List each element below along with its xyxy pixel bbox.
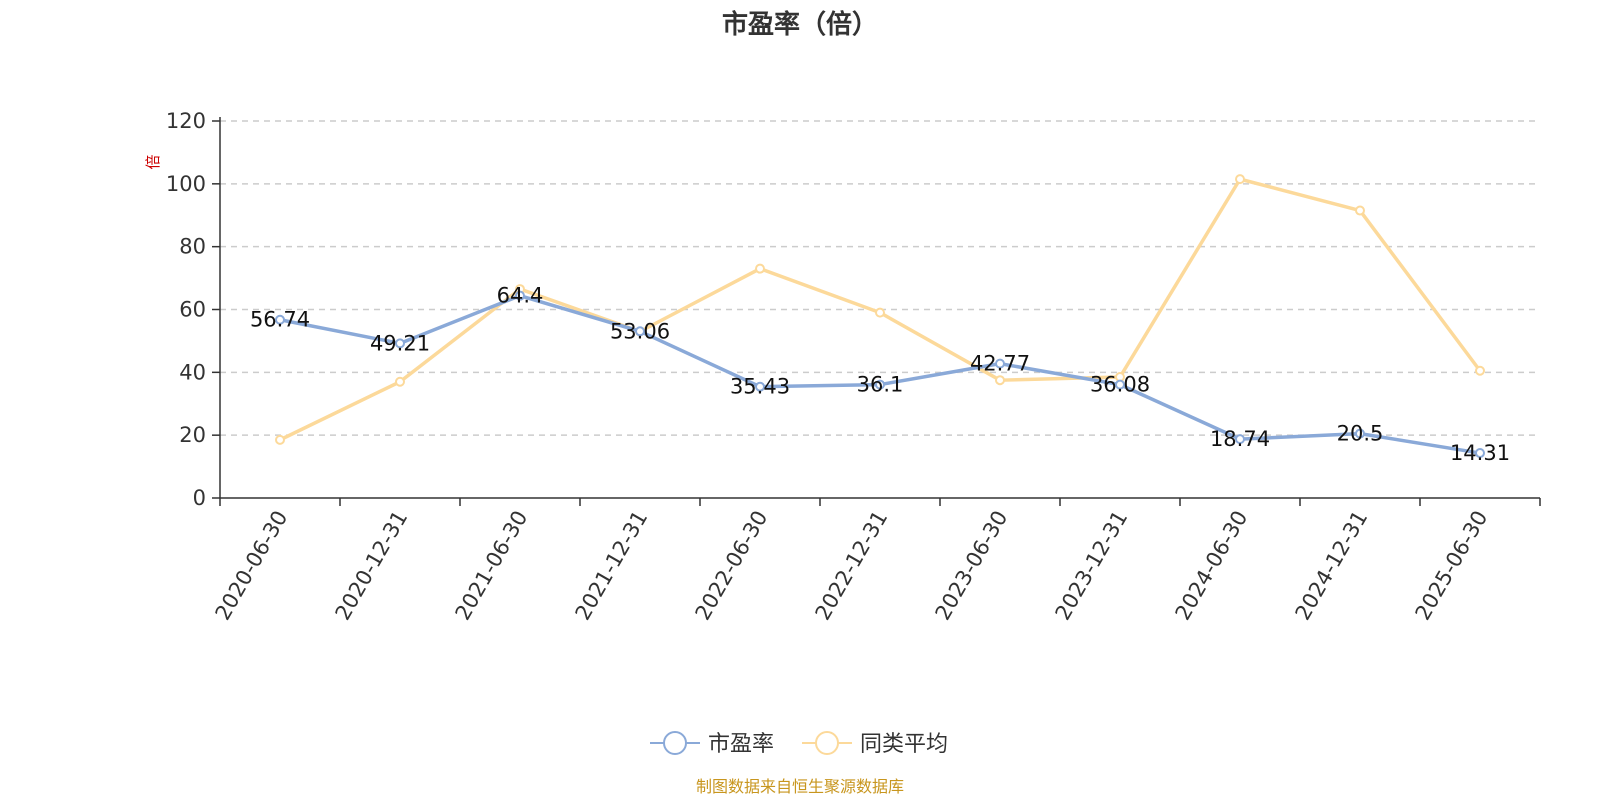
x-tick-label: 2020-06-30	[211, 507, 293, 625]
data-point	[515, 290, 525, 301]
y-tick-label: 20	[179, 423, 206, 447]
data-point	[755, 381, 765, 392]
x-tick-label: 2021-12-31	[571, 507, 653, 625]
data-label: 49.21	[370, 331, 430, 355]
data-point	[875, 307, 885, 318]
y-tick-label: 80	[179, 235, 206, 259]
y-axis-unit: 倍	[144, 154, 162, 169]
x-tick-label: 2024-12-31	[1291, 507, 1373, 625]
chart-title: 市盈率（倍）	[722, 9, 878, 40]
source-note: 制图数据来自恒生聚源数据库	[696, 777, 904, 796]
x-tick-label: 2024-06-30	[1171, 507, 1253, 625]
axes: 0 20 40 60 80 100 120 2020-06-30 2020-12-31 2021-…	[166, 109, 1541, 625]
legend-marker-icon	[663, 731, 687, 755]
x-tick-label: 2022-06-30	[691, 507, 773, 625]
data-label: 36.08	[1090, 373, 1150, 397]
y-tick-label: 0	[193, 486, 206, 510]
data-label: 42.77	[970, 352, 1030, 376]
data-label: 20.5	[1337, 422, 1384, 446]
data-point	[395, 338, 405, 349]
data-point	[1235, 434, 1245, 445]
data-label: 14.31	[1450, 441, 1510, 465]
data-point	[1355, 428, 1365, 439]
data-point	[1115, 379, 1125, 390]
x-tick-label: 2025-06-30	[1411, 507, 1493, 625]
data-label: 18.74	[1210, 427, 1270, 451]
x-tick-label: 2023-06-30	[931, 507, 1013, 625]
data-point	[395, 376, 405, 387]
legend-item-0[interactable]: 市盈率	[650, 731, 774, 757]
x-tick-label: 2022-12-31	[811, 507, 893, 625]
data-label: 36.1	[857, 373, 904, 397]
data-label: 64.4	[497, 284, 544, 308]
data-point	[1475, 448, 1485, 459]
legend-label: 市盈率	[708, 732, 774, 757]
data-point	[995, 358, 1005, 369]
legend-label: 同类平均	[860, 732, 948, 757]
legend-item-1[interactable]: 同类平均	[802, 731, 948, 757]
x-tick-label: 2023-12-31	[1051, 507, 1133, 625]
data-point	[635, 326, 645, 337]
data-labels: 56.74 49.21 64.4 53.06 35.43 36.1 42.77 36.08 18…	[250, 284, 1510, 465]
data-point	[1475, 365, 1485, 376]
data-point	[875, 379, 885, 390]
data-point	[1355, 205, 1365, 216]
data-point	[995, 375, 1005, 386]
data-point	[275, 314, 285, 325]
data-label: 53.06	[610, 319, 670, 343]
data-label: 35.43	[730, 375, 790, 399]
data-label: 56.74	[250, 308, 310, 332]
y-tick-label: 100	[166, 172, 206, 196]
x-tick-label: 2020-12-31	[331, 507, 413, 625]
data-point	[275, 434, 285, 445]
legend-marker-icon	[815, 731, 839, 755]
legend[interactable]: 市盈率 同类平均	[650, 731, 948, 757]
y-tick-label: 120	[166, 109, 206, 133]
y-tick-label: 60	[179, 298, 206, 322]
data-point	[1235, 174, 1245, 185]
x-tick-label: 2021-06-30	[451, 507, 533, 625]
data-point	[755, 263, 765, 274]
y-tick-label: 40	[179, 360, 206, 384]
series-layer	[275, 174, 1485, 459]
